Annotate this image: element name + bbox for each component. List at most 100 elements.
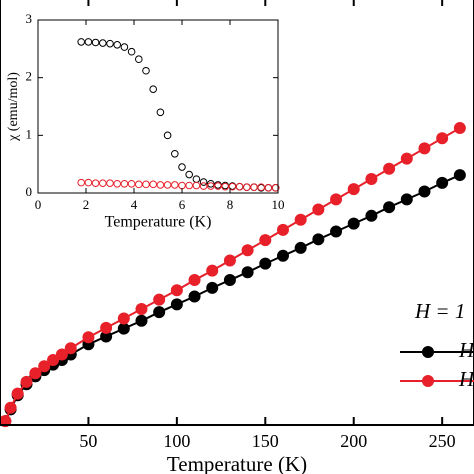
legend-marker bbox=[422, 375, 434, 387]
data-point bbox=[206, 281, 219, 294]
x-axis-label: Temperature (K) bbox=[105, 214, 212, 231]
data-point bbox=[365, 209, 378, 222]
data-point bbox=[207, 179, 215, 188]
data-point bbox=[120, 179, 129, 188]
data-point bbox=[100, 330, 113, 343]
y-tick-label: 3 bbox=[26, 11, 33, 26]
data-point bbox=[276, 223, 289, 236]
data-point bbox=[259, 257, 272, 270]
data-point bbox=[84, 178, 93, 187]
data-point bbox=[207, 182, 215, 190]
data-point bbox=[170, 298, 183, 311]
x-axis-label: Temperature (K) bbox=[167, 452, 307, 474]
data-point bbox=[84, 38, 93, 46]
data-point bbox=[127, 179, 136, 188]
data-point bbox=[153, 306, 166, 319]
legend-marker bbox=[422, 346, 434, 358]
data-point bbox=[153, 293, 166, 306]
data-point bbox=[418, 142, 431, 155]
data-point bbox=[199, 182, 208, 190]
data-point bbox=[38, 360, 51, 373]
data-point bbox=[113, 40, 121, 49]
data-point bbox=[347, 183, 360, 196]
data-point bbox=[4, 401, 17, 414]
data-point bbox=[221, 182, 229, 191]
data-point bbox=[276, 249, 289, 262]
data-point bbox=[383, 201, 396, 214]
data-point bbox=[271, 184, 280, 192]
data-point bbox=[383, 162, 396, 175]
x-tick-label: 50 bbox=[79, 431, 97, 451]
data-point bbox=[188, 290, 201, 303]
data-point bbox=[259, 234, 272, 247]
data-point bbox=[436, 176, 449, 189]
y-tick-label: 1 bbox=[26, 126, 33, 141]
data-point bbox=[135, 180, 143, 189]
x-tick-label: 10 bbox=[272, 197, 285, 212]
data-point bbox=[47, 353, 60, 366]
data-point bbox=[156, 181, 165, 189]
data-point bbox=[29, 367, 42, 380]
data-point bbox=[241, 266, 254, 279]
y-axis-label: χ (emu/mol) bbox=[6, 72, 21, 142]
data-point bbox=[436, 132, 449, 145]
data-point bbox=[223, 274, 236, 287]
data-point bbox=[243, 183, 251, 192]
data-point bbox=[185, 181, 193, 190]
data-point bbox=[106, 39, 114, 48]
data-point bbox=[330, 225, 343, 238]
data-point bbox=[127, 47, 136, 56]
x-tick-label: 6 bbox=[179, 197, 186, 212]
x-tick-label: 250 bbox=[429, 431, 456, 451]
data-point bbox=[77, 178, 85, 187]
annotation: H = 1 bbox=[414, 299, 465, 323]
data-point bbox=[294, 213, 307, 226]
data-point bbox=[20, 375, 33, 388]
data-point bbox=[99, 179, 107, 187]
inset-background bbox=[38, 20, 278, 193]
data-point bbox=[250, 183, 258, 192]
data-point bbox=[453, 122, 466, 135]
data-point bbox=[347, 217, 360, 230]
legend-label: H bbox=[458, 367, 474, 391]
data-point bbox=[453, 169, 466, 182]
x-tick-label: 150 bbox=[252, 431, 279, 451]
data-point bbox=[142, 180, 150, 189]
data-point bbox=[185, 170, 193, 179]
data-point bbox=[171, 181, 179, 189]
data-point bbox=[206, 264, 219, 277]
data-point bbox=[312, 233, 325, 246]
data-point bbox=[106, 179, 114, 187]
data-point bbox=[312, 203, 325, 216]
x-tick-label: 200 bbox=[340, 431, 367, 451]
data-point bbox=[171, 149, 179, 158]
data-point bbox=[64, 342, 77, 355]
data-point bbox=[149, 85, 157, 93]
data-point bbox=[91, 179, 100, 187]
data-point bbox=[170, 284, 183, 297]
data-point bbox=[228, 182, 237, 191]
data-point bbox=[99, 39, 107, 47]
legend-label: H bbox=[458, 338, 474, 362]
data-point bbox=[135, 303, 148, 316]
x-tick-label: 2 bbox=[83, 197, 90, 212]
data-point bbox=[264, 184, 273, 192]
data-point bbox=[142, 66, 150, 75]
data-point bbox=[294, 241, 307, 254]
x-tick-label: 100 bbox=[163, 431, 190, 451]
data-point bbox=[113, 179, 121, 188]
data-point bbox=[199, 178, 208, 186]
data-point bbox=[241, 244, 254, 257]
data-point bbox=[400, 193, 413, 206]
plot-frame bbox=[0, 0, 474, 426]
data-point bbox=[149, 180, 157, 189]
data-point bbox=[257, 183, 266, 192]
x-tick-label: 4 bbox=[131, 197, 138, 212]
x-tick-label: 8 bbox=[227, 197, 234, 212]
data-point bbox=[91, 38, 100, 47]
data-point bbox=[135, 314, 148, 327]
data-point bbox=[400, 152, 413, 165]
data-point bbox=[11, 387, 24, 400]
